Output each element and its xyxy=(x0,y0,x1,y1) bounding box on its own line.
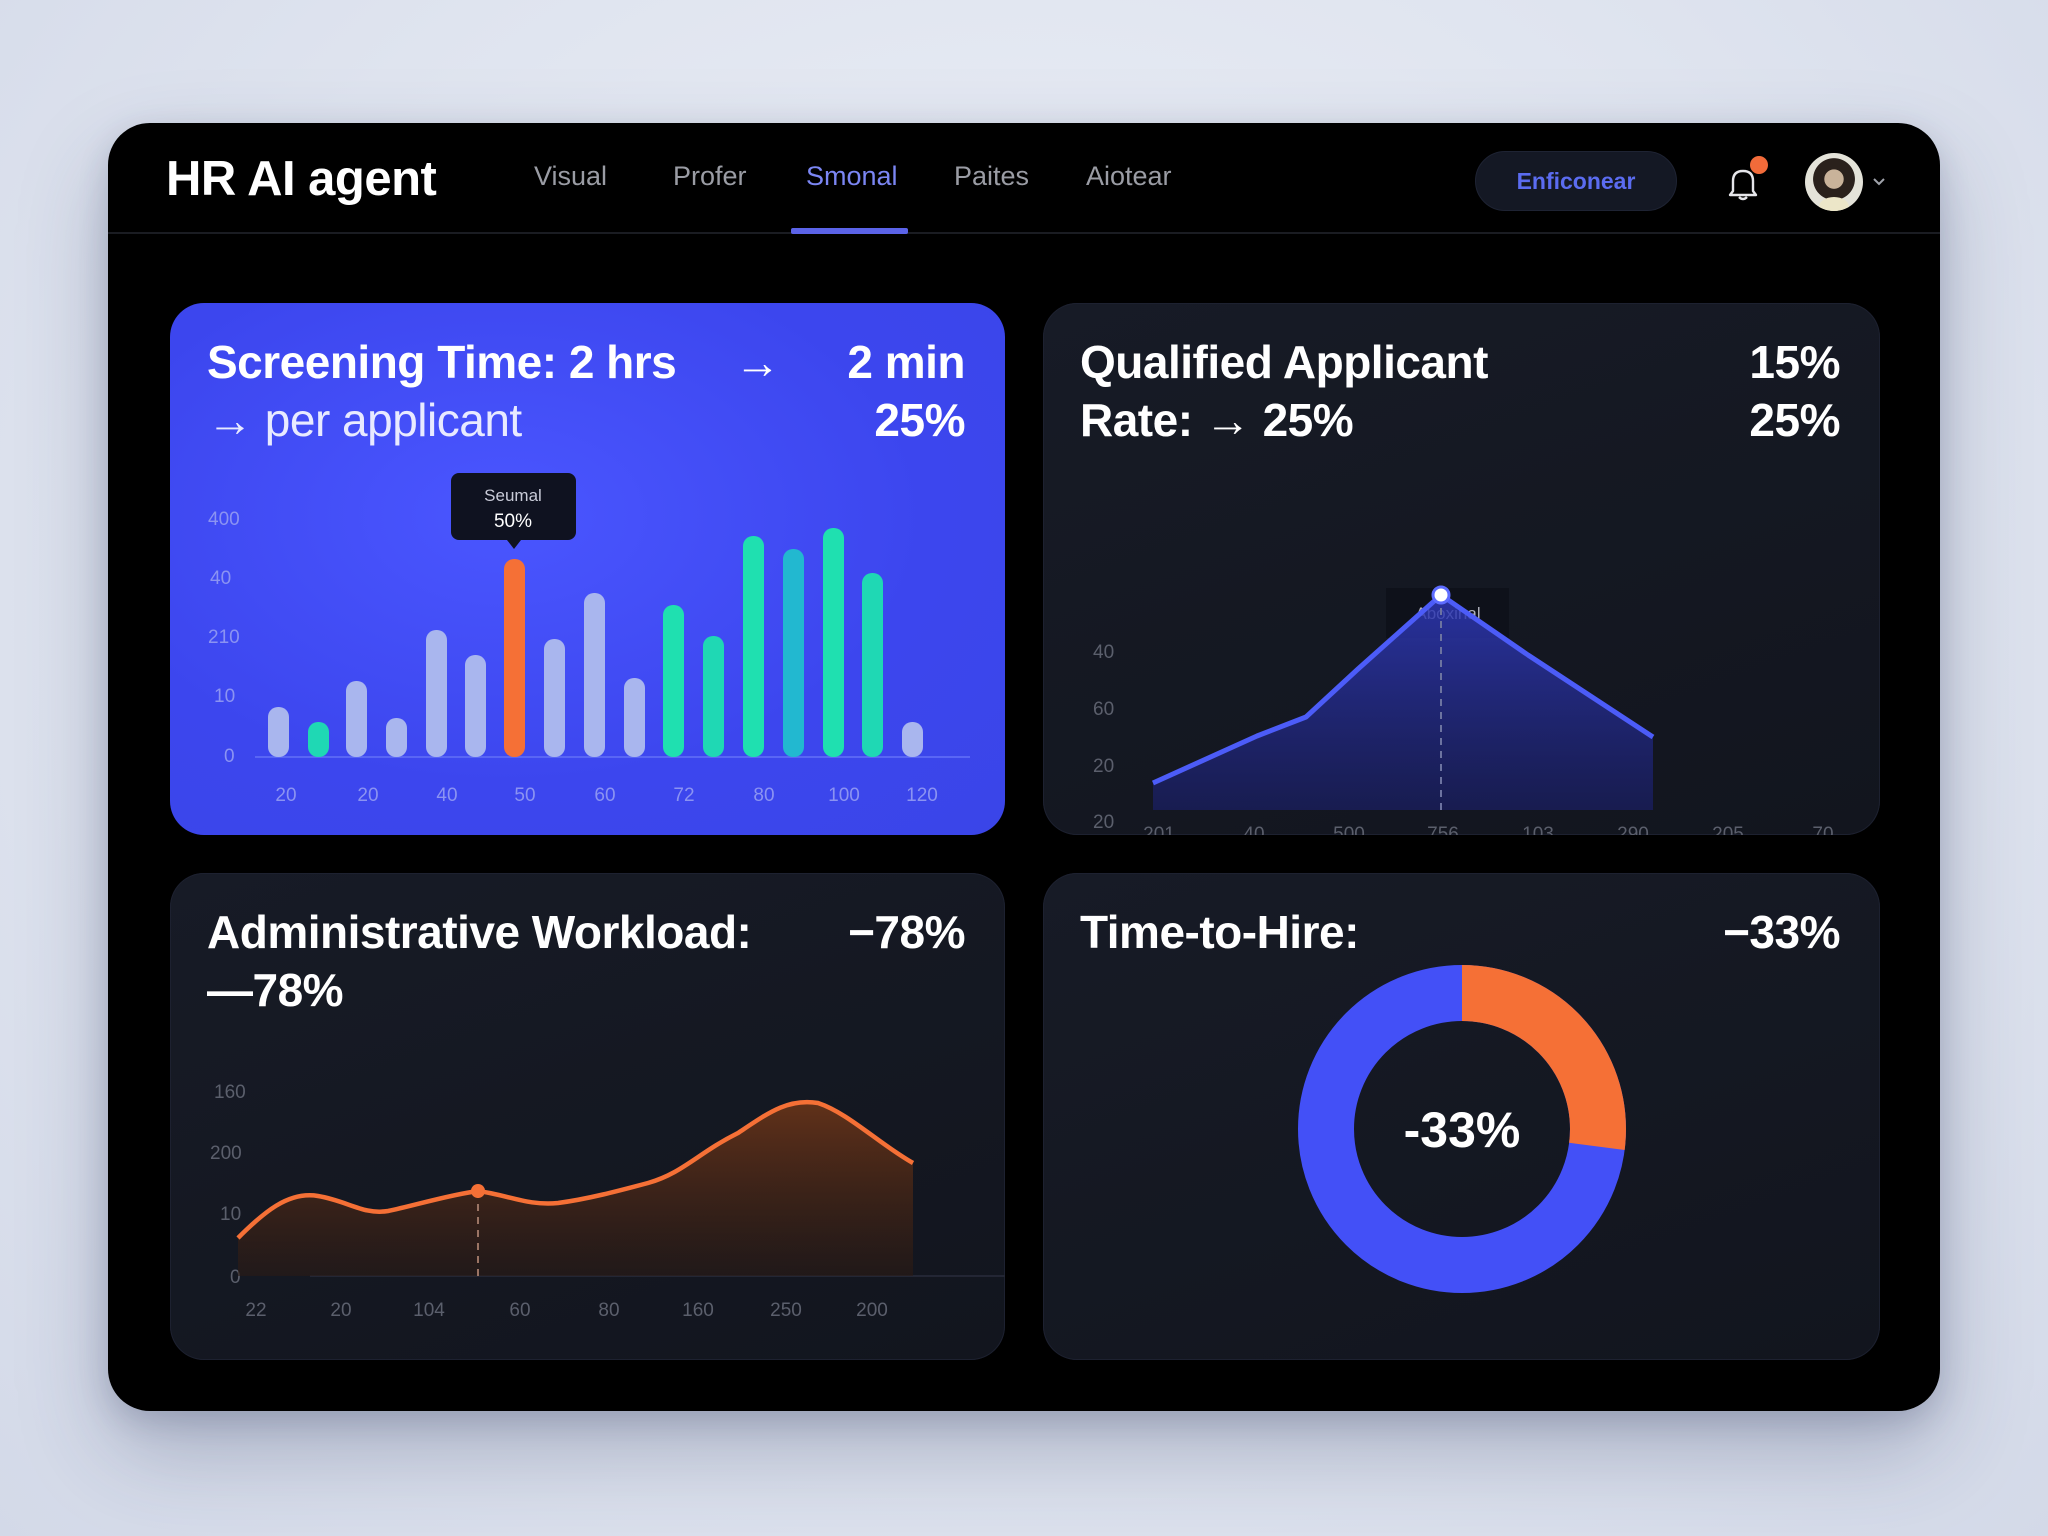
primary-action-button[interactable]: Enficonear xyxy=(1475,151,1677,211)
admin-area-chart: 160 200 10 0 22 20 104 60 80 160 250 200 xyxy=(210,1082,1005,1321)
chevron-down-icon[interactable] xyxy=(1872,175,1886,187)
svg-text:40: 40 xyxy=(210,568,231,589)
nav-tab-profer[interactable]: Profer xyxy=(673,161,747,191)
y-axis-labels: 40 60 20 20 0 xyxy=(1093,642,1114,833)
nav-tab-visual[interactable]: Visual xyxy=(534,161,608,191)
svg-text:160: 160 xyxy=(214,1082,246,1103)
svg-text:200: 200 xyxy=(210,1143,242,1164)
svg-text:103: 103 xyxy=(1522,824,1554,835)
screening-time-card: Screening Time: 2 hrs → → per applicant … xyxy=(170,303,1005,835)
svg-text:50: 50 xyxy=(514,785,535,806)
svg-text:Seumal: Seumal xyxy=(484,486,542,505)
svg-text:72: 72 xyxy=(673,785,694,806)
y-axis-labels: 400 40 210 10 0 xyxy=(208,509,240,767)
bars xyxy=(268,528,923,757)
svg-text:205: 205 xyxy=(1712,824,1744,835)
svg-text:40: 40 xyxy=(1093,642,1114,663)
time-to-hire-card: Time-to-Hire: −33% -33% xyxy=(1043,873,1880,1360)
administrative-workload-card: Administrative Workload: —78% −78% 160 2… xyxy=(170,873,1005,1360)
qualified-area-chart: 40 60 20 20 0 Aboxinal 201 40 500 756 10… xyxy=(1093,585,1834,835)
tooltip: Seumal 50% xyxy=(451,473,576,549)
svg-text:20: 20 xyxy=(1093,812,1114,833)
svg-text:400: 400 xyxy=(208,509,240,530)
active-tab-indicator xyxy=(791,228,908,234)
arrow-icon: → xyxy=(734,336,781,388)
svg-text:20: 20 xyxy=(357,785,378,806)
x-axis-labels: 20 20 40 50 60 72 80 100 120 xyxy=(275,785,937,806)
svg-text:-33%: -33% xyxy=(1404,1102,1521,1158)
svg-text:201: 201 xyxy=(1143,824,1175,835)
svg-text:210: 210 xyxy=(208,627,240,648)
top-header: HR AI agent Visual Profer Smonal Paites … xyxy=(108,123,1940,234)
notification-badge xyxy=(1750,156,1768,174)
svg-text:40: 40 xyxy=(436,785,457,806)
svg-text:40: 40 xyxy=(1243,824,1264,835)
svg-text:20: 20 xyxy=(275,785,296,806)
svg-text:60: 60 xyxy=(594,785,615,806)
svg-text:160: 160 xyxy=(682,1300,714,1321)
y-axis-labels: 160 200 10 0 xyxy=(210,1082,246,1288)
x-axis-labels: 201 40 500 756 103 290 205 70 xyxy=(1143,824,1833,835)
svg-text:290: 290 xyxy=(1617,824,1649,835)
svg-text:0: 0 xyxy=(230,1267,241,1288)
admin-value: −78% xyxy=(848,906,965,958)
qualified-value: 15% 25% xyxy=(1749,336,1840,446)
svg-text:10: 10 xyxy=(220,1204,241,1225)
x-axis-labels: 22 20 104 60 80 160 250 200 xyxy=(245,1300,887,1321)
svg-text:10: 10 xyxy=(214,686,235,707)
svg-text:70: 70 xyxy=(1812,824,1833,835)
dashboard-window: HR AI agent Visual Profer Smonal Paites … xyxy=(108,123,1940,1411)
svg-text:500: 500 xyxy=(1333,824,1365,835)
admin-title: Administrative Workload: —78% xyxy=(207,906,752,1016)
svg-text:120: 120 xyxy=(906,785,938,806)
svg-text:60: 60 xyxy=(509,1300,530,1321)
screening-bar-chart: 400 40 210 10 0 xyxy=(208,473,970,806)
qualified-title: Qualified Applicant Rate: → 25% xyxy=(1080,336,1488,446)
svg-text:0: 0 xyxy=(224,746,235,767)
user-avatar[interactable] xyxy=(1805,153,1863,211)
main-nav: Visual Profer Smonal Paites Aiotear xyxy=(108,123,1940,234)
time-to-hire-value: −33% xyxy=(1723,906,1840,958)
svg-text:200: 200 xyxy=(856,1300,888,1321)
svg-text:60: 60 xyxy=(1093,699,1114,720)
svg-text:104: 104 xyxy=(413,1300,445,1321)
svg-text:22: 22 xyxy=(245,1300,266,1321)
screening-title: Screening Time: 2 hrs → → per applicant xyxy=(207,336,781,446)
screening-value: 2 min 25% xyxy=(847,336,965,446)
svg-text:80: 80 xyxy=(753,785,774,806)
app-title: HR AI agent xyxy=(166,152,437,206)
nav-tab-aiotear[interactable]: Aiotear xyxy=(1086,161,1172,191)
qualified-applicant-card: Qualified Applicant Rate: → 25% 15% 25% … xyxy=(1043,303,1880,835)
svg-text:20: 20 xyxy=(1093,756,1114,777)
time-to-hire-title: Time-to-Hire: xyxy=(1080,906,1359,958)
nav-tab-paites[interactable]: Paites xyxy=(954,161,1030,191)
svg-text:250: 250 xyxy=(770,1300,802,1321)
svg-text:756: 756 xyxy=(1427,824,1459,835)
nav-tab-smonal[interactable]: Smonal xyxy=(806,161,898,191)
time-to-hire-donut: -33% xyxy=(1298,965,1626,1293)
bell-icon[interactable] xyxy=(1725,163,1761,203)
svg-text:50%: 50% xyxy=(494,511,532,532)
svg-text:80: 80 xyxy=(598,1300,619,1321)
svg-text:100: 100 xyxy=(828,785,860,806)
svg-text:20: 20 xyxy=(330,1300,351,1321)
